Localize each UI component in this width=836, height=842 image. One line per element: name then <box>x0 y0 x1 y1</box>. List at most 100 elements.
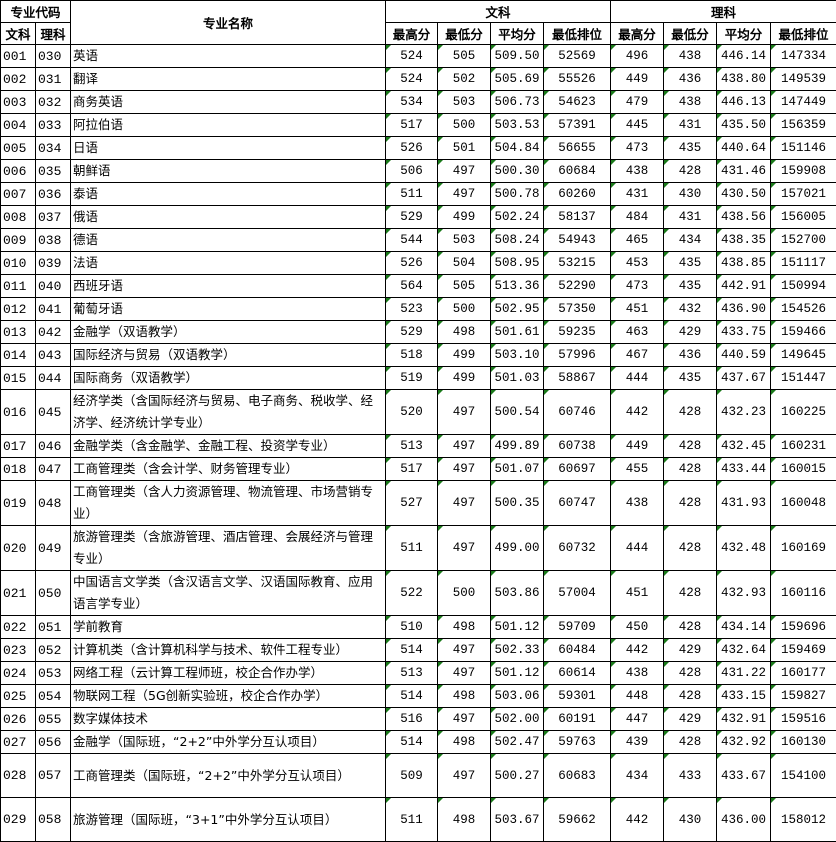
major-name-cell: 工商管理类（含人力资源管理、物流管理、市场营销专业） <box>71 481 386 526</box>
li-avg-cell: 433.15 <box>717 685 771 708</box>
li-avg-cell: 438.56 <box>717 206 771 229</box>
wen-avg-cell: 502.95 <box>491 298 544 321</box>
li-min-cell: 430 <box>664 183 717 206</box>
li-min-cell: 434 <box>664 229 717 252</box>
li-max-cell: 438 <box>611 481 664 526</box>
li-rank-cell: 160231 <box>771 435 836 458</box>
wen-avg-cell: 502.47 <box>491 731 544 754</box>
li-rank-cell: 160177 <box>771 662 836 685</box>
li-max-cell: 467 <box>611 344 664 367</box>
wen-min-cell: 497 <box>438 754 491 798</box>
wen-avg-cell: 500.27 <box>491 754 544 798</box>
li-min-cell: 435 <box>664 275 717 298</box>
li-avg-cell: 430.50 <box>717 183 771 206</box>
code-like-cell: 053 <box>36 662 71 685</box>
wen-min-cell: 497 <box>438 662 491 685</box>
li-rank-cell: 160225 <box>771 390 836 435</box>
wen-rank-cell: 57350 <box>544 298 611 321</box>
header-li-avg: 平均分 <box>717 23 771 45</box>
wen-rank-cell: 60732 <box>544 526 611 571</box>
major-name-cell: 工商管理类（国际班，“2+2”中外学分互认项目） <box>71 754 386 798</box>
li-min-cell: 428 <box>664 435 717 458</box>
code-wenke-cell: 026 <box>1 708 36 731</box>
wen-rank-cell: 56655 <box>544 137 611 160</box>
major-name-cell: 金融学（国际班，“2+2”中外学分互认项目） <box>71 731 386 754</box>
wen-avg-cell: 503.67 <box>491 798 544 842</box>
major-name-cell: 数字媒体技术 <box>71 708 386 731</box>
code-wenke-cell: 022 <box>1 616 36 639</box>
wen-rank-cell: 60614 <box>544 662 611 685</box>
wen-min-cell: 500 <box>438 571 491 616</box>
header-li-min: 最低分 <box>664 23 717 45</box>
wen-max-cell: 514 <box>386 639 438 662</box>
li-min-cell: 428 <box>664 685 717 708</box>
wen-max-cell: 513 <box>386 435 438 458</box>
wen-avg-cell: 499.89 <box>491 435 544 458</box>
wen-rank-cell: 55526 <box>544 68 611 91</box>
code-wenke-cell: 002 <box>1 68 36 91</box>
li-max-cell: 451 <box>611 298 664 321</box>
wen-avg-cell: 501.12 <box>491 616 544 639</box>
li-min-cell: 428 <box>664 390 717 435</box>
li-max-cell: 434 <box>611 754 664 798</box>
li-min-cell: 428 <box>664 458 717 481</box>
code-like-cell: 049 <box>36 526 71 571</box>
li-min-cell: 429 <box>664 639 717 662</box>
wen-max-cell: 520 <box>386 390 438 435</box>
wen-min-cell: 498 <box>438 685 491 708</box>
wen-min-cell: 498 <box>438 731 491 754</box>
li-rank-cell: 160169 <box>771 526 836 571</box>
code-like-cell: 056 <box>36 731 71 754</box>
li-min-cell: 428 <box>664 662 717 685</box>
li-rank-cell: 151447 <box>771 367 836 390</box>
code-like-cell: 044 <box>36 367 71 390</box>
code-like-cell: 054 <box>36 685 71 708</box>
wen-max-cell: 523 <box>386 298 438 321</box>
major-name-cell: 物联网工程（5G创新实验班，校企合作办学） <box>71 685 386 708</box>
wen-avg-cell: 502.00 <box>491 708 544 731</box>
major-name-cell: 葡萄牙语 <box>71 298 386 321</box>
wen-max-cell: 522 <box>386 571 438 616</box>
li-avg-cell: 433.67 <box>717 754 771 798</box>
major-name-cell: 经济学类（含国际经济与贸易、电子商务、税收学、经济学、经济统计学专业） <box>71 390 386 435</box>
wen-min-cell: 499 <box>438 367 491 390</box>
li-max-cell: 449 <box>611 435 664 458</box>
wen-rank-cell: 59662 <box>544 798 611 842</box>
code-like-cell: 040 <box>36 275 71 298</box>
code-like-cell: 043 <box>36 344 71 367</box>
li-rank-cell: 149539 <box>771 68 836 91</box>
wen-avg-cell: 508.95 <box>491 252 544 275</box>
major-name-cell: 商务英语 <box>71 91 386 114</box>
major-name-cell: 朝鲜语 <box>71 160 386 183</box>
wen-min-cell: 497 <box>438 435 491 458</box>
wen-max-cell: 510 <box>386 616 438 639</box>
major-name-cell: 泰语 <box>71 183 386 206</box>
wen-avg-cell: 503.53 <box>491 114 544 137</box>
wen-rank-cell: 57391 <box>544 114 611 137</box>
major-name-cell: 金融学类（含金融学、金融工程、投资学专业） <box>71 435 386 458</box>
li-avg-cell: 437.67 <box>717 367 771 390</box>
wen-rank-cell: 59301 <box>544 685 611 708</box>
li-max-cell: 442 <box>611 639 664 662</box>
code-wenke-cell: 008 <box>1 206 36 229</box>
header-wen-rank: 最低排位 <box>544 23 611 45</box>
code-wenke-cell: 009 <box>1 229 36 252</box>
major-name-cell: 英语 <box>71 45 386 68</box>
li-min-cell: 438 <box>664 45 717 68</box>
li-avg-cell: 436.90 <box>717 298 771 321</box>
wen-rank-cell: 60738 <box>544 435 611 458</box>
li-max-cell: 463 <box>611 321 664 344</box>
li-max-cell: 442 <box>611 390 664 435</box>
wen-avg-cell: 500.78 <box>491 183 544 206</box>
header-code-like: 理科 <box>36 23 71 45</box>
wen-avg-cell: 501.03 <box>491 367 544 390</box>
major-name-cell: 学前教育 <box>71 616 386 639</box>
li-rank-cell: 151117 <box>771 252 836 275</box>
li-rank-cell: 156359 <box>771 114 836 137</box>
code-like-cell: 051 <box>36 616 71 639</box>
